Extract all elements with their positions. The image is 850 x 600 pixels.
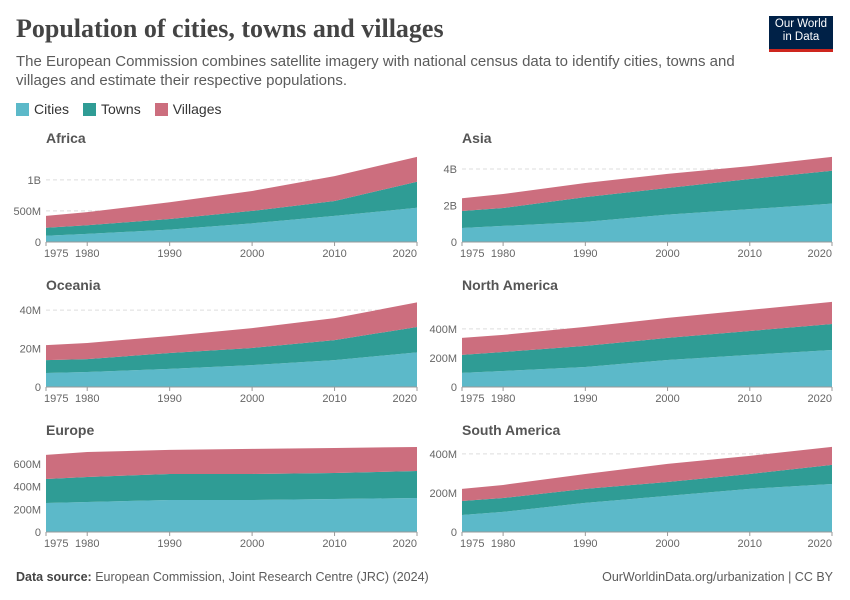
x-tick-label: 2020	[393, 248, 417, 260]
x-tick-label: 2010	[322, 393, 346, 405]
legend-item-cities[interactable]: Cities	[16, 101, 69, 117]
x-tick-label: 2000	[655, 248, 679, 260]
source-url[interactable]: OurWorldinData.org/urbanization | CC BY	[602, 570, 833, 584]
y-tick-label: 500M	[13, 206, 41, 218]
panel-title: Oceania	[46, 277, 101, 293]
x-tick-label: 1975	[44, 538, 68, 550]
area-towns[interactable]	[46, 327, 417, 373]
x-tick-label: 1975	[460, 538, 484, 550]
panel-south-america: South America 0 200M 400M 1975 1980 1990 2000 20…	[429, 422, 833, 550]
x-tick-label: 2010	[738, 248, 762, 260]
y-tick-label: 600M	[13, 459, 41, 471]
legend: Cities Towns Villages	[16, 101, 221, 117]
towns-swatch	[83, 103, 97, 116]
y-tick-label: 2B	[444, 200, 457, 212]
panel-title: North America	[462, 277, 558, 293]
y-tick-label: 200M	[429, 353, 457, 365]
y-tick-label: 4B	[444, 164, 457, 176]
x-tick-label: 2010	[322, 538, 346, 550]
x-tick-label: 1975	[44, 248, 68, 260]
x-tick-label: 2020	[808, 248, 832, 260]
x-tick-label: 1975	[460, 393, 484, 405]
subtitle: The European Commission combines satelli…	[16, 53, 735, 89]
y-tick-label: 200M	[13, 504, 41, 516]
panel-title: South America	[462, 422, 560, 438]
panel-title: Africa	[46, 130, 86, 146]
x-tick-label: 2000	[655, 538, 679, 550]
y-tick-label: 40M	[20, 305, 41, 317]
y-tick-label: 400M	[429, 449, 457, 461]
y-tick-label: 0	[35, 527, 41, 539]
x-tick-label: 1990	[157, 248, 181, 260]
owid-logo[interactable]: Our World in Data	[769, 16, 833, 52]
y-tick-label: 0	[451, 382, 457, 394]
x-tick-label: 1980	[75, 393, 99, 405]
y-tick-label: 400M	[13, 482, 41, 494]
y-tick-label: 200M	[429, 488, 457, 500]
data-source: Data source: European Commission, Joint …	[16, 570, 429, 584]
x-tick-label: 2000	[240, 538, 264, 550]
area-villages[interactable]	[462, 446, 832, 501]
area-villages[interactable]	[46, 302, 417, 361]
panel-oceania: Oceania 0 20M 40M 1975 1980 1990 2000 2010 2020	[20, 277, 418, 405]
area-cities[interactable]	[462, 203, 832, 242]
x-tick-label: 1975	[44, 393, 68, 405]
x-tick-label: 1980	[75, 248, 99, 260]
cities-swatch	[16, 103, 29, 116]
panel-asia: Asia 0 2B 4B 1975 1980 1990 2000 2010 2020	[444, 130, 833, 260]
x-tick-label: 2020	[393, 393, 417, 405]
area-cities[interactable]	[462, 349, 832, 387]
x-tick-label: 2010	[738, 393, 762, 405]
y-tick-label: 0	[451, 527, 457, 539]
panel-title: Asia	[462, 130, 492, 146]
x-tick-label: 1990	[573, 393, 597, 405]
area-cities[interactable]	[462, 483, 832, 532]
area-towns[interactable]	[46, 181, 417, 236]
x-tick-label: 1990	[573, 248, 597, 260]
x-tick-label: 1990	[573, 538, 597, 550]
panel-africa: Africa 0 500M 1B 1975 1980 1990 2000 2010 2020	[13, 130, 418, 260]
panel-title: Europe	[46, 422, 94, 438]
area-towns[interactable]	[46, 471, 417, 503]
x-tick-label: 1980	[75, 538, 99, 550]
panel-north-america: North America 0 200M 400M 1975 1980 1990 2000 20…	[429, 277, 833, 405]
panel-europe: Europe 0 200M 400M 600M 1975 1980 1990 2000 2010 2…	[13, 422, 418, 550]
x-tick-label: 2020	[393, 538, 417, 550]
x-tick-label: 2020	[808, 538, 832, 550]
x-tick-label: 1980	[491, 538, 515, 550]
area-towns[interactable]	[462, 324, 832, 373]
x-tick-label: 2010	[322, 248, 346, 260]
x-tick-label: 2010	[738, 538, 762, 550]
x-tick-label: 2000	[655, 393, 679, 405]
y-tick-label: 1B	[28, 175, 41, 187]
x-tick-label: 1990	[157, 393, 181, 405]
legend-item-villages[interactable]: Villages	[154, 101, 221, 117]
area-towns[interactable]	[462, 170, 832, 228]
y-tick-label: 20M	[20, 344, 41, 356]
x-tick-label: 2000	[240, 393, 264, 405]
area-cities[interactable]	[46, 207, 417, 242]
area-villages[interactable]	[46, 156, 417, 228]
x-tick-label: 1990	[157, 538, 181, 550]
x-tick-label: 1975	[460, 248, 484, 260]
y-tick-label: 0	[451, 237, 457, 249]
legend-item-towns[interactable]: Towns	[83, 101, 141, 117]
x-tick-label: 2020	[808, 393, 832, 405]
area-cities[interactable]	[46, 352, 417, 387]
area-cities[interactable]	[46, 497, 417, 532]
villages-swatch	[154, 103, 168, 116]
y-tick-label: 0	[35, 382, 41, 394]
x-tick-label: 1980	[491, 248, 515, 260]
y-tick-label: 400M	[429, 324, 457, 336]
page-title: Population of cities, towns and villages	[16, 14, 444, 43]
area-villages[interactable]	[462, 156, 832, 211]
area-towns[interactable]	[462, 464, 832, 516]
x-tick-label: 1980	[491, 393, 515, 405]
y-tick-label: 0	[35, 237, 41, 249]
area-villages[interactable]	[46, 446, 417, 479]
x-tick-label: 2000	[240, 248, 264, 260]
area-villages[interactable]	[462, 301, 832, 355]
